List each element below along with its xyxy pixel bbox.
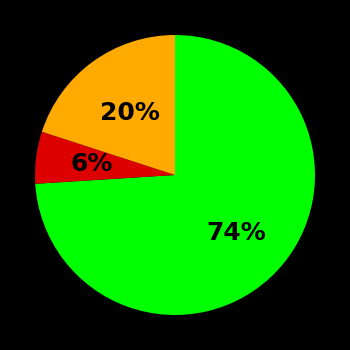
Wedge shape [35,35,315,315]
Text: 6%: 6% [70,153,113,176]
Wedge shape [42,35,175,175]
Text: 74%: 74% [206,220,266,245]
Wedge shape [35,132,175,184]
Text: 20%: 20% [100,101,160,125]
